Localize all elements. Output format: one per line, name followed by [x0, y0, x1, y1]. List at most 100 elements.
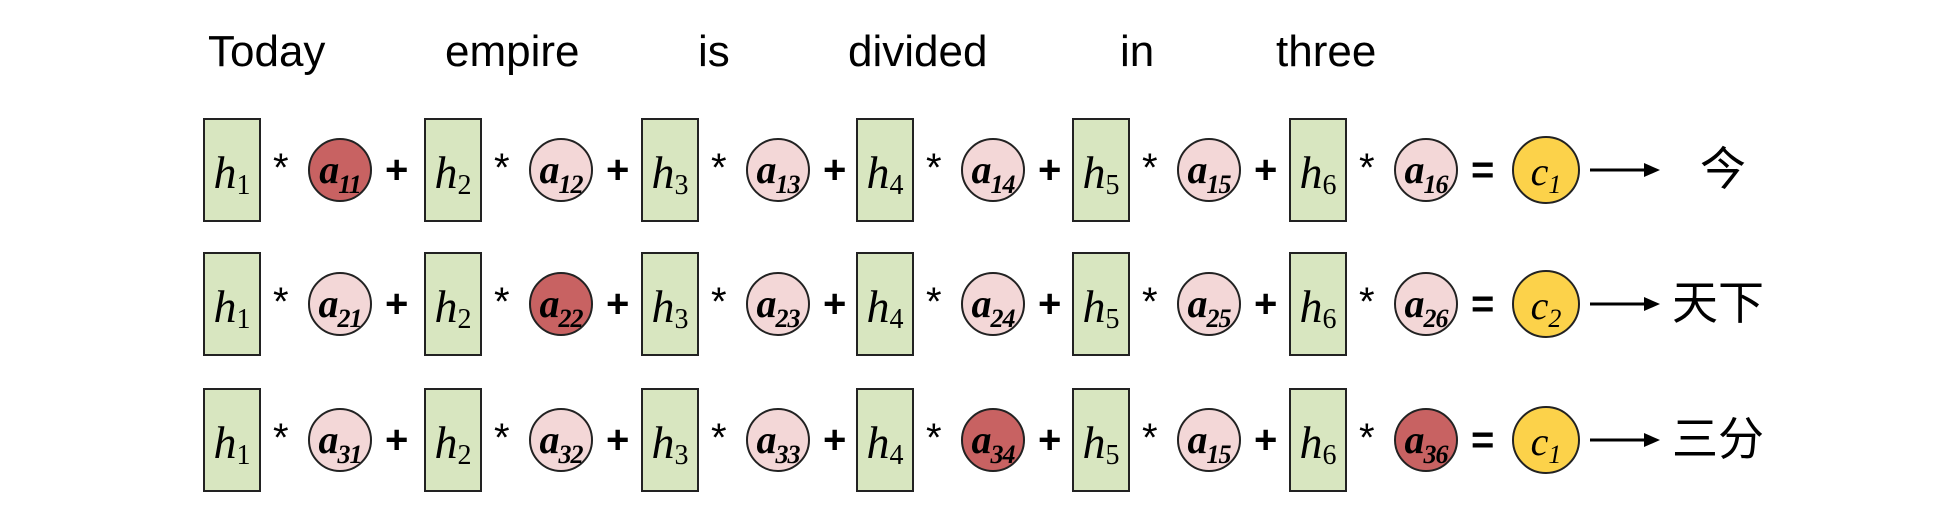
token-5: in [1120, 27, 1155, 76]
hidden-state-subscript: 5 [1105, 170, 1120, 201]
attention-weight-letter: a [756, 281, 777, 326]
plus-sign: + [823, 148, 847, 192]
multiply-sign: * [926, 280, 942, 324]
attention-weight-label: a16 [1396, 146, 1456, 200]
hidden-state-label: h4 [858, 416, 912, 472]
hidden-state-label: h2 [426, 146, 480, 202]
multiply-sign: * [1142, 280, 1158, 324]
hidden-state-letter: h [1082, 417, 1106, 468]
hidden-state-box: h1 [203, 118, 261, 222]
equals-sign: = [1471, 148, 1495, 192]
plus-sign: + [385, 148, 409, 192]
plus-sign: + [1038, 282, 1062, 326]
attention-weight-label: a23 [748, 280, 808, 334]
hidden-state-label: h6 [1291, 280, 1345, 336]
attention-weight-circle: a26 [1394, 272, 1458, 336]
attention-weight-label: a32 [531, 416, 591, 470]
attention-weight-label: a25 [1179, 280, 1239, 334]
hidden-state-letter: h [1299, 417, 1323, 468]
plus-sign: + [1038, 418, 1062, 462]
token-1: Today [208, 27, 326, 76]
attention-weight-circle: a25 [1177, 272, 1241, 336]
context-vector-circle: c1 [1512, 406, 1580, 474]
hidden-state-letter: h [213, 147, 237, 198]
multiply-sign: * [1142, 416, 1158, 460]
multiply-sign: * [494, 146, 510, 190]
attention-weight-subscript: 22 [558, 304, 584, 333]
context-vector-subscript: 1 [1548, 170, 1562, 199]
hidden-state-label: h1 [205, 280, 259, 336]
hidden-state-subscript: 1 [236, 304, 251, 335]
plus-sign: + [606, 282, 630, 326]
plus-sign: + [385, 418, 409, 462]
hidden-state-letter: h [1299, 281, 1323, 332]
attention-weight-letter: a [1404, 147, 1425, 192]
hidden-state-subscript: 2 [457, 440, 472, 471]
context-vector-label: c1 [1514, 148, 1578, 200]
attention-weight-circle: a22 [529, 272, 593, 336]
multiply-sign: * [494, 416, 510, 460]
attention-weight-subscript: 25 [1206, 304, 1232, 333]
hidden-state-letter: h [1082, 147, 1106, 198]
context-vector-letter: c [1530, 149, 1549, 194]
hidden-state-subscript: 1 [236, 170, 251, 201]
attention-weight-subscript: 15 [1206, 440, 1232, 469]
hidden-state-subscript: 4 [889, 440, 904, 471]
attention-weight-subscript: 11 [338, 170, 362, 199]
arrow-right-icon [1590, 163, 1660, 177]
attention-weight-letter: a [539, 147, 560, 192]
hidden-state-subscript: 2 [457, 304, 472, 335]
hidden-state-box: h5 [1072, 388, 1130, 492]
attention-weight-circle: a34 [961, 408, 1025, 472]
attention-weight-circle: a15 [1177, 138, 1241, 202]
arrow-right-icon [1590, 297, 1660, 311]
attention-weight-circle: a23 [746, 272, 810, 336]
hidden-state-box: h1 [203, 388, 261, 492]
plus-sign: + [823, 418, 847, 462]
multiply-sign: * [711, 416, 727, 460]
attention-weight-label: a22 [531, 280, 591, 334]
attention-weight-label: a11 [310, 146, 370, 200]
hidden-state-box: h5 [1072, 252, 1130, 356]
hidden-state-box: h3 [641, 118, 699, 222]
hidden-state-letter: h [213, 417, 237, 468]
hidden-state-subscript: 2 [457, 170, 472, 201]
hidden-state-letter: h [434, 417, 458, 468]
attention-weight-subscript: 24 [990, 304, 1016, 333]
attention-weight-letter: a [1187, 281, 1208, 326]
context-vector-circle: c2 [1512, 270, 1580, 338]
context-vector-subscript: 2 [1548, 304, 1562, 333]
attention-weight-subscript: 36 [1423, 440, 1449, 469]
hidden-state-letter: h [434, 147, 458, 198]
hidden-state-letter: h [866, 417, 890, 468]
hidden-state-label: h1 [205, 416, 259, 472]
attention-weight-subscript: 14 [990, 170, 1016, 199]
attention-weight-circle: a32 [529, 408, 593, 472]
attention-weight-label: a21 [310, 280, 370, 334]
attention-weight-label: a31 [310, 416, 370, 470]
hidden-state-box: h1 [203, 252, 261, 356]
hidden-state-label: h5 [1074, 416, 1128, 472]
attention-weight-subscript: 23 [775, 304, 801, 333]
hidden-state-subscript: 3 [674, 440, 689, 471]
attention-weight-label: a26 [1396, 280, 1456, 334]
hidden-state-box: h4 [856, 118, 914, 222]
attention-weight-letter: a [756, 417, 777, 462]
output-token: 天下 [1672, 276, 1764, 330]
multiply-sign: * [926, 416, 942, 460]
output-token: 三分 [1672, 412, 1764, 466]
attention-weight-circle: a24 [961, 272, 1025, 336]
hidden-state-box: h6 [1289, 118, 1347, 222]
attention-weight-subscript: 12 [558, 170, 584, 199]
hidden-state-subscript: 5 [1105, 304, 1120, 335]
attention-weight-circle: a11 [308, 138, 372, 202]
hidden-state-box: h5 [1072, 118, 1130, 222]
plus-sign: + [1254, 418, 1278, 462]
hidden-state-subscript: 6 [1322, 440, 1337, 471]
hidden-state-box: h2 [424, 118, 482, 222]
hidden-state-subscript: 6 [1322, 304, 1337, 335]
attention-weight-letter: a [539, 417, 560, 462]
attention-weight-letter: a [1404, 281, 1425, 326]
plus-sign: + [1038, 148, 1062, 192]
multiply-sign: * [273, 280, 289, 324]
